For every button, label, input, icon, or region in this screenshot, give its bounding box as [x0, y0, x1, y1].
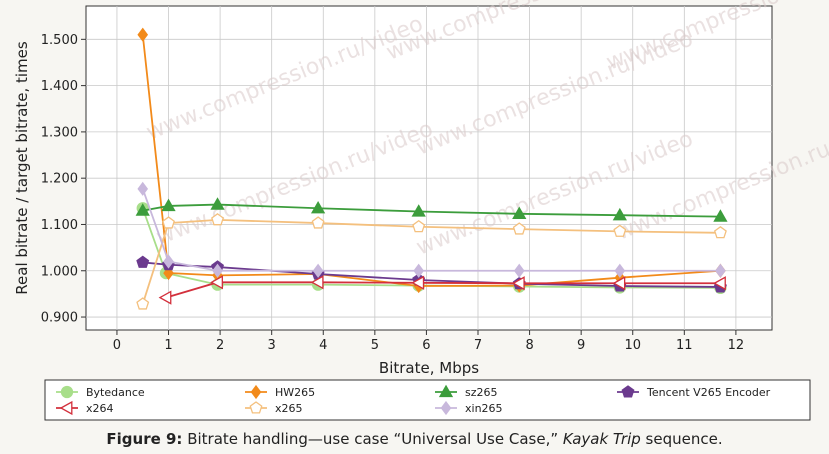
x-tick-label: 5	[371, 338, 379, 353]
legend-label: xin265	[465, 402, 503, 415]
series-layer	[135, 27, 728, 310]
data-point-x265	[512, 222, 526, 235]
data-point-sz265	[210, 197, 225, 210]
series-line-x265	[141, 218, 721, 305]
data-point-x264	[210, 275, 223, 290]
legend-label: x264	[86, 402, 114, 415]
caption-text: Bitrate handling—use case “Universal Use…	[182, 430, 563, 448]
legend-box	[44, 379, 811, 421]
x-tick-label: 11	[676, 338, 693, 353]
data-point-x265	[412, 219, 426, 233]
data-point-xin265	[413, 263, 424, 278]
legend-marker	[60, 385, 74, 399]
data-point-sz265	[411, 204, 426, 217]
y-tick-label: 0.900	[41, 311, 78, 326]
x-axis-title: Bitrate, Mbps	[379, 359, 479, 377]
legend-item-hw265: HW265	[245, 384, 315, 400]
series-sz265	[135, 197, 728, 222]
chart: www.compression.ru/videowww.compression.…	[13, 0, 829, 421]
series-line-bytedance	[141, 207, 721, 289]
legend-label: Bytedance	[86, 386, 145, 399]
series-line-tencent-v265-encoder	[142, 261, 721, 288]
caption-lead: Figure 9:	[106, 430, 183, 448]
data-point-xin265	[137, 181, 149, 196]
legend-item-x264: x264	[56, 400, 114, 416]
data-point-sz265	[512, 206, 527, 219]
series-xin265	[137, 181, 726, 278]
y-tick-label: 1.500	[41, 33, 78, 48]
axes: 0 1 2 3 4 5 6 7 8 9 10 11 120.9001.0001.1001.2001.30…	[41, 33, 744, 353]
data-point-xin265	[614, 263, 626, 278]
x-tick-label: 7	[474, 338, 482, 353]
legend-marker	[250, 384, 262, 400]
x-tick-label: 2	[216, 338, 224, 353]
data-point-x264	[713, 276, 726, 291]
caption-sequence-name: Kayak Trip	[562, 430, 641, 448]
y-tick-label: 1.100	[41, 218, 78, 233]
legend-label: x265	[275, 402, 303, 415]
caption-text-end: sequence.	[640, 430, 723, 448]
data-point-sz265	[135, 203, 150, 216]
plot-area	[85, 5, 773, 331]
x-tick-label: 1	[164, 338, 172, 353]
data-point-sz265	[612, 207, 627, 221]
data-point-xin265	[163, 254, 174, 269]
legend-marker	[59, 400, 73, 416]
data-point-x265	[311, 216, 325, 229]
data-point-xin265	[715, 263, 726, 278]
data-point-x264	[612, 276, 626, 291]
legend-item-xin265: xin265	[435, 400, 503, 416]
data-point-sz265	[161, 198, 176, 212]
data-point-xin265	[513, 263, 525, 278]
x-tick-label: 4	[319, 338, 327, 353]
y-tick-label: 1.400	[41, 79, 78, 94]
data-point-x265	[162, 216, 175, 229]
legend-marker	[621, 385, 635, 398]
legend-item-x265: x265	[245, 401, 303, 415]
y-tick-label: 1.200	[41, 172, 78, 187]
legend-item-sz265: sz265	[435, 384, 498, 399]
x-tick-label: 12	[728, 338, 745, 353]
x-tick-label: 6	[422, 338, 430, 353]
data-point-tencent-v265-encoder	[136, 255, 150, 268]
data-point-x265	[713, 225, 727, 239]
data-point-xin265	[312, 263, 324, 278]
legend-label: sz265	[465, 386, 498, 399]
legend-label: HW265	[275, 386, 315, 399]
figure-caption: Figure 9: Bitrate handling—use case “Uni…	[0, 430, 829, 448]
data-point-x264	[511, 276, 525, 291]
data-point-xin265	[212, 263, 223, 278]
x-tick-label: 8	[525, 338, 533, 353]
data-point-x265	[136, 297, 150, 310]
series-line-hw265	[141, 34, 721, 287]
data-point-x264	[310, 275, 324, 290]
legend-marker	[440, 400, 452, 416]
data-point-sz265	[310, 200, 326, 214]
series-line-sz265	[142, 203, 721, 218]
legend-item-tencent-v265-encoder: Tencent V265 Encoder	[617, 385, 771, 399]
data-point-x264	[411, 275, 425, 290]
grid	[86, 6, 772, 330]
data-point-sz265	[713, 209, 728, 222]
series-x265	[136, 213, 727, 310]
series-line-xin265	[141, 188, 721, 272]
legend-marker	[249, 401, 263, 414]
x-tick-label: 0	[113, 338, 121, 353]
x-tick-label: 3	[268, 338, 276, 353]
data-point-hw265	[137, 27, 149, 42]
series-x264	[158, 275, 726, 305]
y-tick-label: 1.300	[41, 125, 78, 140]
data-point-x264	[158, 290, 172, 305]
data-point-x265	[613, 224, 627, 237]
y-axis-title: Real bitrate / target bitrate, times	[13, 41, 31, 295]
legend-label: Tencent V265 Encoder	[646, 386, 771, 399]
x-tick-label: 9	[577, 338, 585, 353]
data-point-x265	[211, 213, 224, 226]
legend: Bytedance HW265 sz265 Tencent V265 Encoder x…	[56, 384, 771, 416]
legend-item-bytedance: Bytedance	[56, 385, 145, 399]
x-tick-label: 10	[624, 338, 641, 353]
y-tick-label: 1.000	[41, 264, 78, 279]
legend-marker	[438, 384, 454, 398]
